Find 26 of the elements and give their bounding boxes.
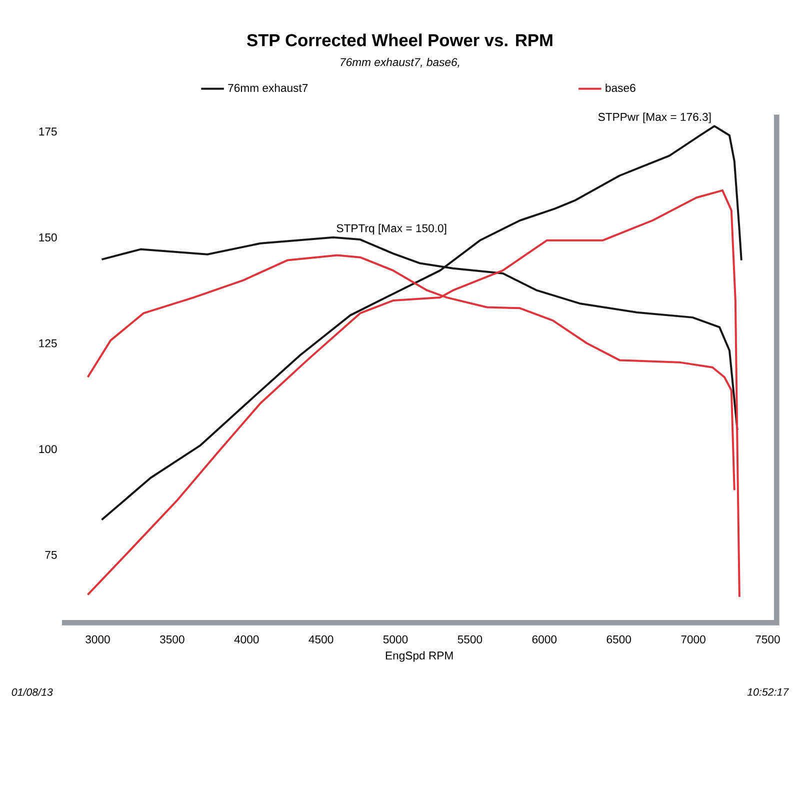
x-tick-label: 4500 xyxy=(308,635,334,644)
chart-title: STP Corrected Wheel Power vs. RPM xyxy=(247,34,552,46)
x-tick-label: 6500 xyxy=(606,635,631,644)
x-axis-title: EngSpd RPM xyxy=(386,651,453,662)
annotation: STPTrq [Max = 150.0] xyxy=(336,224,446,234)
line-series xyxy=(86,189,740,598)
y-tick-label: 175 xyxy=(39,128,57,136)
x-tick-label: 7000 xyxy=(681,635,706,644)
legend-label: base6 xyxy=(606,84,636,92)
x-tick-label: 4000 xyxy=(234,635,259,644)
x-tick-label: 3000 xyxy=(86,635,110,644)
text: 01/08/13 xyxy=(12,688,53,696)
chart-subtitle: 76mm exhaust7, base6, xyxy=(340,58,460,68)
legend-label: 76mm exhaust7 xyxy=(228,84,308,92)
y-tick-label: 75 xyxy=(45,550,57,559)
y-tick-label: 125 xyxy=(39,339,57,348)
y-tick-label: 150 xyxy=(39,233,57,242)
line-series xyxy=(100,125,742,521)
x-tick-label: 6000 xyxy=(532,635,557,644)
x-tick-label: 3500 xyxy=(160,635,184,644)
x-tick-label: 5500 xyxy=(458,635,482,644)
text: 10:52:17 xyxy=(747,688,789,696)
annotation: STPPwr [Max = 176.3] xyxy=(598,112,711,124)
x-tick-label: 7500 xyxy=(756,635,780,644)
y-tick-label: 100 xyxy=(39,445,57,454)
x-tick-label: 5000 xyxy=(383,635,408,644)
